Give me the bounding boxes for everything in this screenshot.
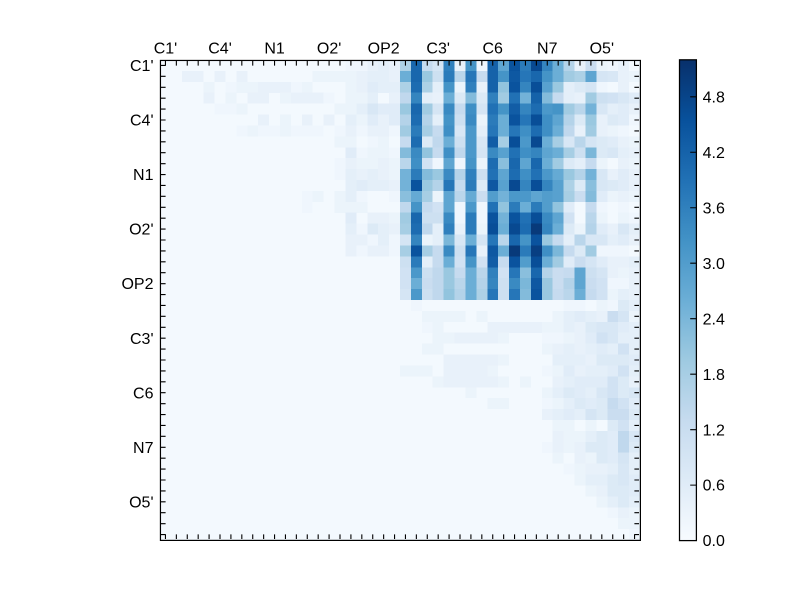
svg-text:N1: N1 [133,167,154,184]
svg-text:O5': O5' [129,494,153,511]
svg-text:C6: C6 [133,385,154,402]
svg-text:2.4: 2.4 [703,311,725,328]
svg-text:O2': O2' [317,41,341,58]
svg-text:C4': C4' [208,41,232,58]
svg-text:3.6: 3.6 [703,200,725,217]
svg-text:1.8: 1.8 [703,367,725,384]
svg-text:O2': O2' [129,222,153,239]
svg-text:OP2: OP2 [121,276,153,293]
svg-text:0.6: 0.6 [703,478,725,495]
svg-text:O5': O5' [590,41,614,58]
svg-text:1.2: 1.2 [703,422,725,439]
svg-text:C3': C3' [130,331,154,348]
svg-text:4.8: 4.8 [703,89,725,106]
svg-text:C1': C1' [154,41,178,58]
svg-text:N1: N1 [264,41,285,58]
svg-text:OP2: OP2 [368,41,400,58]
svg-text:N7: N7 [537,41,558,58]
svg-text:C6: C6 [483,41,504,58]
svg-text:C3': C3' [426,41,450,58]
svg-text:C4': C4' [130,113,154,130]
svg-text:C1': C1' [130,58,154,75]
svg-text:4.2: 4.2 [703,145,725,162]
svg-text:3.0: 3.0 [703,256,725,273]
svg-text:N7: N7 [133,440,154,457]
svg-text:0.0: 0.0 [703,533,725,550]
